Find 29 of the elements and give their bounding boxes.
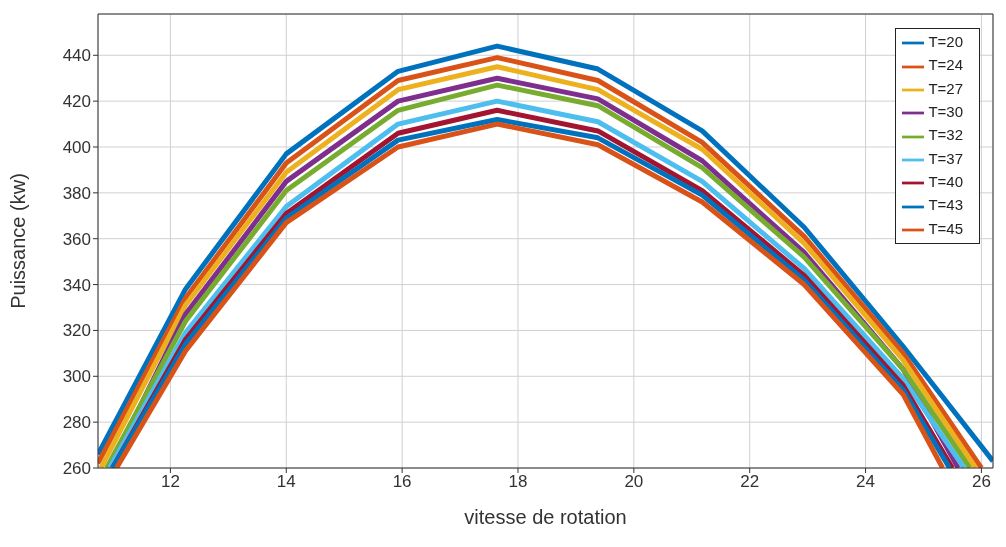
legend-label: T=40 — [928, 172, 963, 190]
x-tick-label: 14 — [276, 472, 296, 492]
legend-label: T=24 — [928, 56, 963, 74]
legend-label: T=20 — [928, 33, 963, 50]
x-axis-title: vitesse de rotation — [464, 506, 627, 528]
y-tick-label: 260 — [62, 459, 91, 479]
y-tick-label: 360 — [62, 229, 91, 249]
legend-label: T=37 — [928, 149, 963, 167]
legend-label: T=43 — [928, 196, 963, 214]
y-tick-label: 320 — [62, 321, 91, 341]
x-tick-label: 18 — [508, 472, 528, 492]
legend-label: T=27 — [928, 79, 963, 97]
x-tick-label: 26 — [971, 472, 991, 492]
y-tick-label: 380 — [62, 183, 91, 203]
y-tick-label: 340 — [62, 275, 91, 295]
legend-label: T=32 — [928, 126, 963, 144]
y-tick-label: 420 — [62, 92, 91, 112]
legend-label: T=45 — [928, 219, 963, 237]
x-tick-label: 12 — [160, 472, 180, 492]
legend-label: T=30 — [928, 102, 963, 120]
y-tick-label: 440 — [62, 46, 91, 66]
x-tick-label: 16 — [392, 472, 412, 492]
x-tick-label: 20 — [624, 472, 644, 492]
x-tick-label: 22 — [740, 472, 760, 492]
y-tick-label: 280 — [62, 413, 91, 433]
x-tick-label: 24 — [856, 472, 876, 492]
y-tick-label: 400 — [62, 138, 91, 158]
y-axis-title: Puissance (kw) — [7, 173, 30, 309]
y-tick-label: 300 — [62, 367, 91, 387]
